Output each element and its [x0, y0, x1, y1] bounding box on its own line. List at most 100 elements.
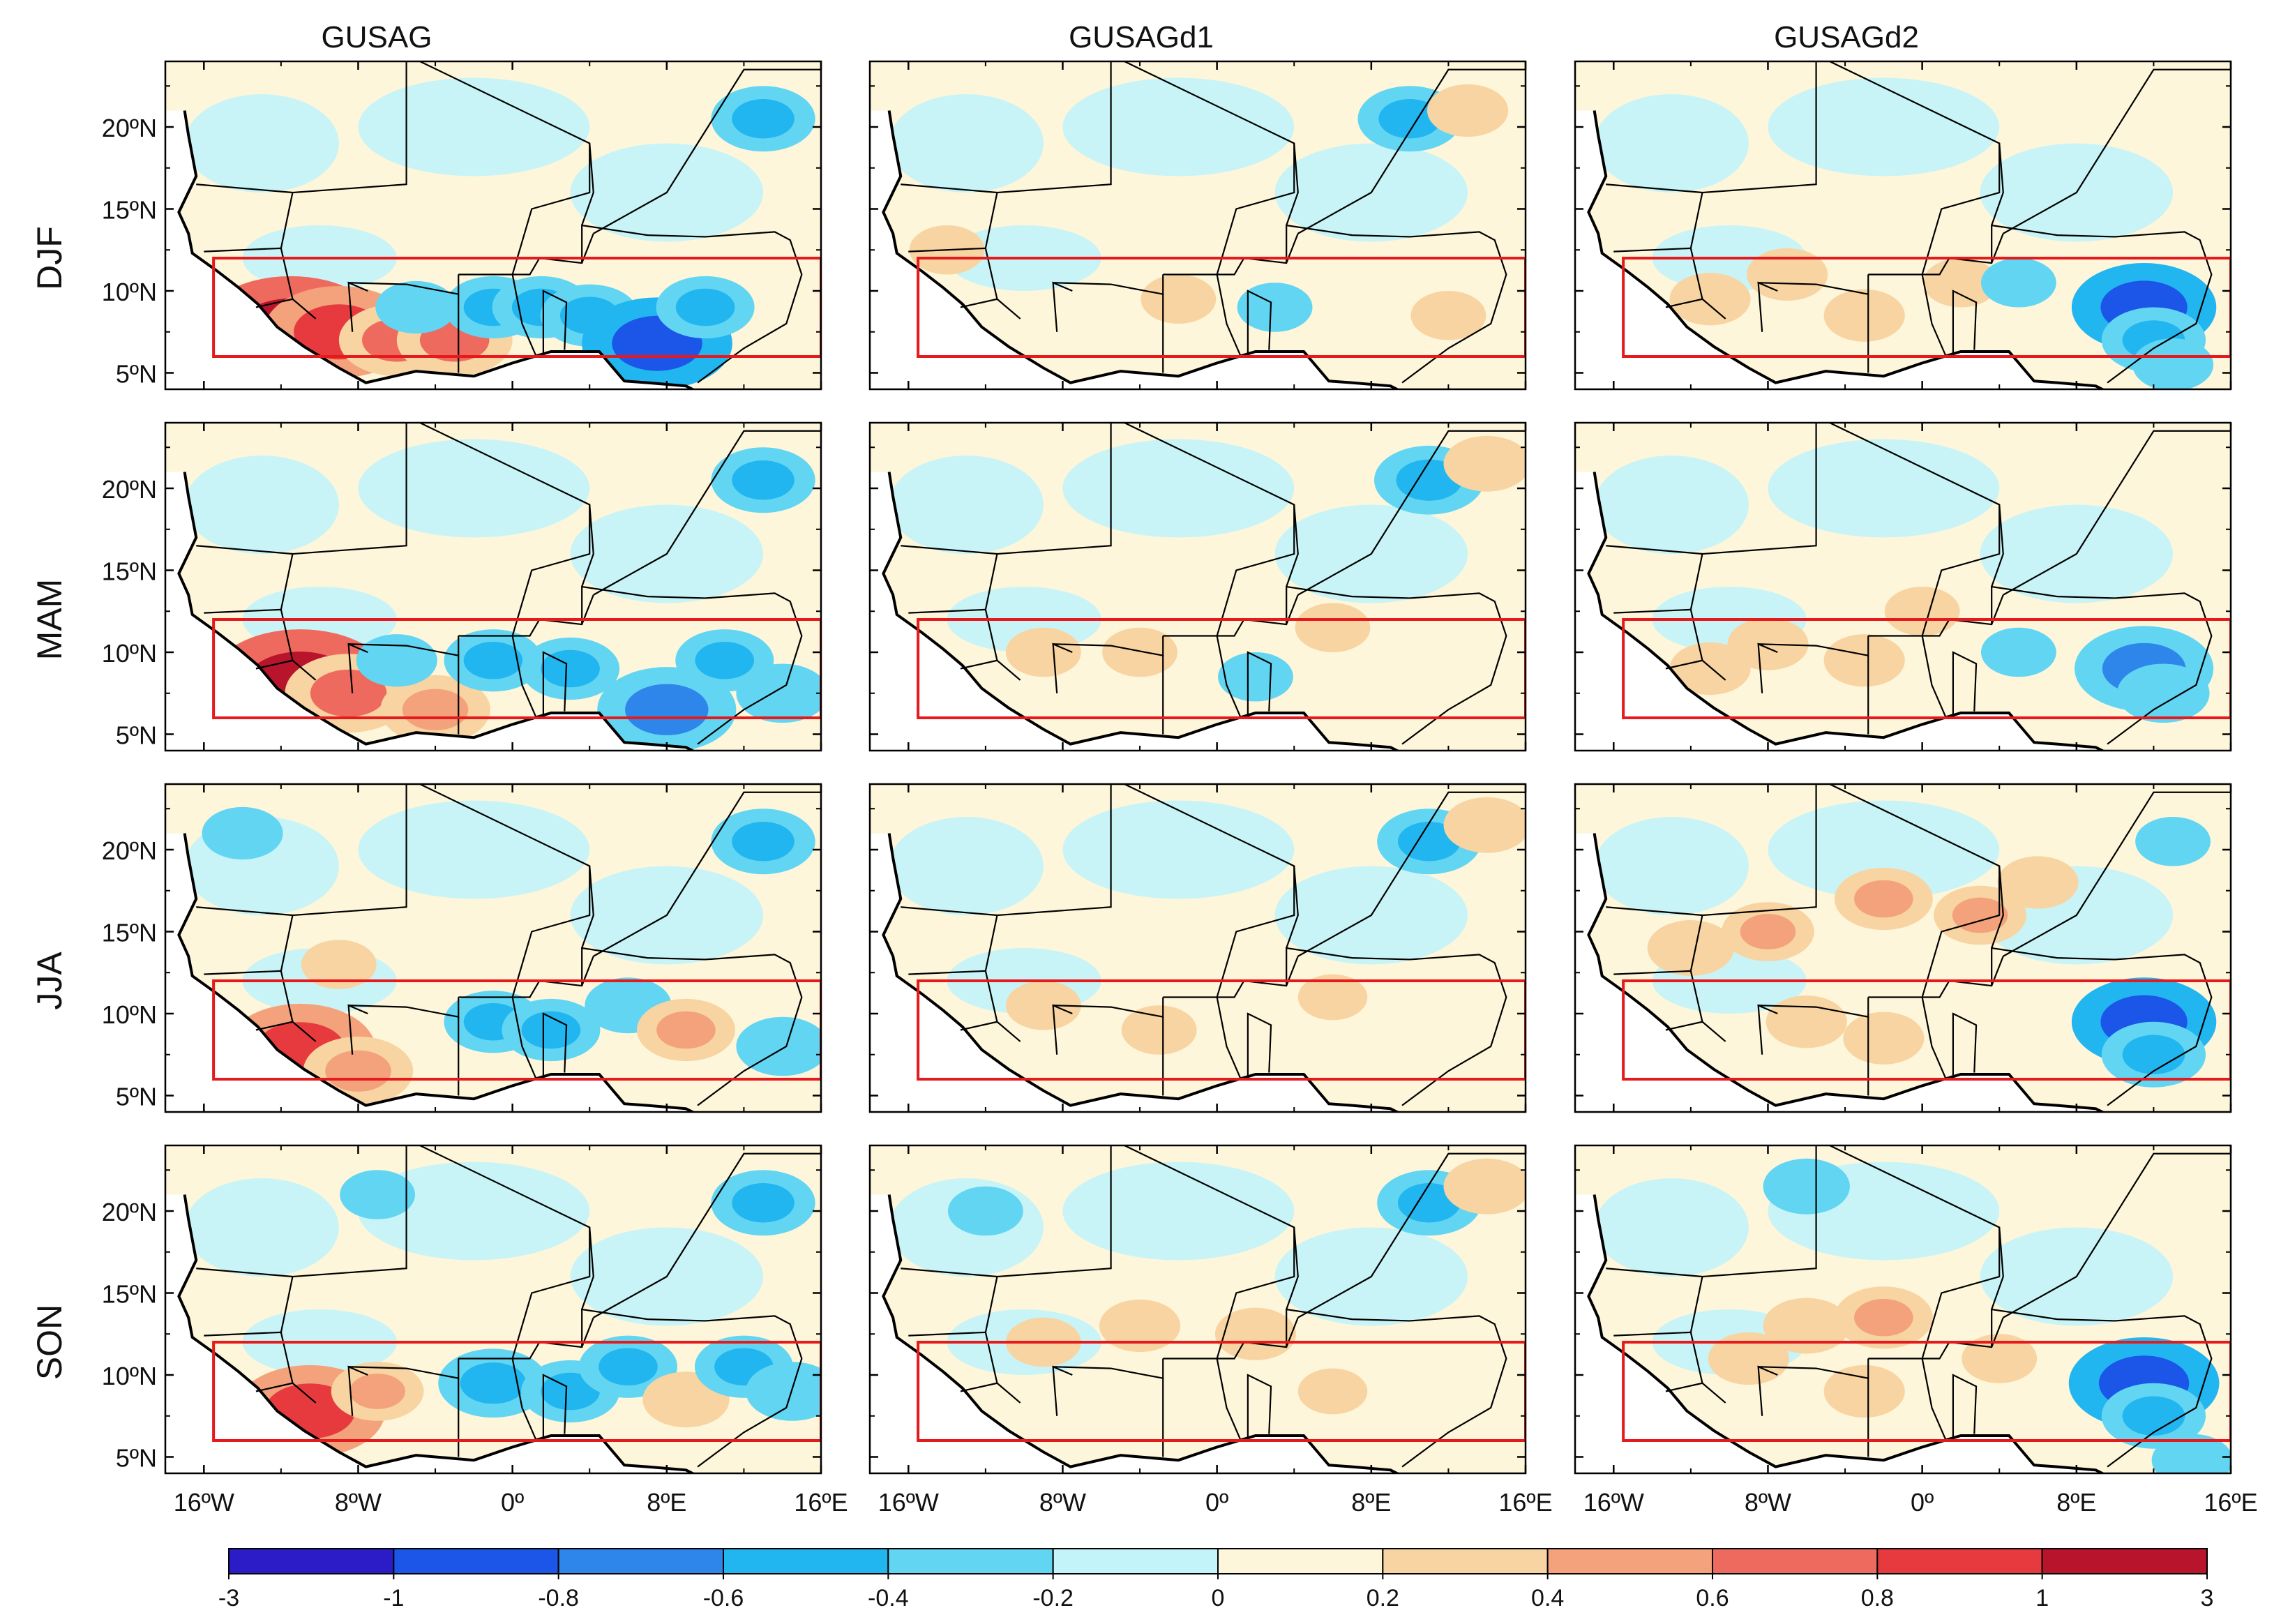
country-border-10: [204, 608, 281, 614]
country-border-1: [1829, 423, 2001, 636]
country-border-9: [1297, 430, 1526, 596]
country-border-6: [542, 290, 568, 354]
field-base-0: [889, 817, 1044, 915]
panel-content: [165, 61, 821, 389]
panel-son-gusagd2: [1574, 1144, 2232, 1475]
field-blob-3: [1740, 914, 1796, 949]
region-box: [1622, 1341, 2231, 1442]
colorbar-label-2: -0.8: [538, 1585, 579, 1611]
panel-frame: [164, 1144, 822, 1475]
field-blob-6: [1839, 1375, 1889, 1408]
country-border-8: [1991, 1227, 2004, 1310]
colorbar-label-8: 0.4: [1531, 1585, 1564, 1611]
lat-label-20: 20ºN: [102, 114, 157, 142]
country-border-8: [581, 1227, 594, 1310]
coastline: [1587, 110, 2106, 389]
field-blob-3: [1780, 1309, 1833, 1343]
lon-label--8: 8ºW: [335, 1488, 382, 1517]
country-border-9: [2003, 791, 2231, 957]
country-border-14: [347, 281, 368, 332]
colorbar-swatch-10: [1876, 1548, 2043, 1574]
country-border-6: [1247, 290, 1272, 354]
coastline: [882, 833, 1401, 1112]
field-blob-7: [732, 822, 795, 862]
coastline: [177, 1194, 696, 1473]
lat-label-10: 10ºN: [102, 1000, 157, 1029]
region-box: [917, 618, 1526, 719]
country-border-1: [419, 423, 591, 636]
country-border-14: [347, 642, 368, 693]
coastline: [177, 472, 696, 751]
field-blob-4: [1780, 1169, 1833, 1203]
colorbar-swatch-11: [2041, 1548, 2208, 1574]
panel-content: [870, 423, 1526, 751]
country-border-1: [1124, 1145, 1295, 1359]
country-border-11: [901, 545, 998, 555]
country-border-1: [1829, 61, 2001, 275]
lon-label--16: 16ºW: [878, 1488, 939, 1517]
field-base-0: [184, 1178, 339, 1277]
country-border-11: [196, 906, 293, 917]
lon-label--8: 8ºW: [1039, 1488, 1086, 1517]
country-border-11: [1606, 1268, 1703, 1278]
country-border-1: [1124, 784, 1295, 998]
country-border-9: [1297, 1152, 1526, 1318]
lat-label-10: 10ºN: [102, 639, 157, 668]
country-border-6: [542, 1012, 568, 1076]
panel-content: [1575, 784, 2231, 1112]
colorbar-label-5: -0.2: [1032, 1585, 1074, 1611]
country-border-5: [1216, 1358, 1241, 1440]
field-base-0: [889, 94, 1044, 193]
field-blob-3: [1839, 299, 1889, 331]
panel-content: [870, 61, 1526, 389]
field-base-1: [358, 439, 590, 538]
panel-djf-gusag: [164, 60, 822, 391]
field-blob-7: [1976, 1344, 2022, 1374]
country-border-5: [511, 636, 536, 717]
field-blob-1: [325, 1050, 391, 1092]
field-blob-4: [599, 1348, 658, 1386]
country-border-10: [204, 970, 281, 975]
field-blob-0: [1378, 99, 1441, 139]
country-border-0: [280, 1145, 407, 1383]
country-border-11: [1606, 545, 1703, 555]
country-border-13: [255, 1382, 317, 1404]
colorbar-swatch-6: [1217, 1548, 1384, 1574]
row-titles: DJF MAM JJA SON: [30, 226, 69, 1380]
field-blob-4: [541, 649, 600, 688]
country-border-5: [1921, 1358, 1946, 1440]
field-base-0: [1594, 456, 1749, 554]
colorbar-swatch-0: [228, 1548, 395, 1574]
country-border-13: [1665, 659, 1726, 681]
colorbar-label-1: -1: [383, 1585, 404, 1611]
coastline: [177, 833, 696, 1112]
field-blob-8: [2167, 1444, 2217, 1473]
panel-content: [1575, 61, 2231, 389]
panel-frame: [1574, 783, 2232, 1113]
country-border-2: [348, 997, 460, 1018]
country-border-0: [280, 61, 407, 299]
country-border-1: [1829, 784, 2001, 998]
panel-jja-gusag: [164, 783, 822, 1113]
lat-label-15: 15ºN: [102, 919, 157, 947]
field-base-1: [358, 1161, 590, 1261]
country-border-10: [908, 247, 986, 253]
field-blob-5: [1664, 931, 1717, 965]
region-box: [917, 1341, 1526, 1442]
colorbar: -3 -1 -0.8 -0.6 -0.4 -0.2 0 0.2 0.4 0.6 0.8 1 3: [218, 1548, 2213, 1611]
coastline: [1587, 1194, 2106, 1473]
coastline: [1587, 472, 2106, 751]
field-base-0: [889, 456, 1044, 554]
col-title-2: GUSAGd1: [1069, 20, 1214, 54]
country-border-7: [1286, 1308, 1507, 1468]
field-base-1: [1768, 77, 2000, 176]
country-border-8: [581, 866, 594, 949]
field-base-0: [184, 456, 339, 554]
field-blob-5: [660, 1383, 712, 1417]
lon-label-16: 16ºE: [1498, 1488, 1552, 1517]
lon-label-0: 0º: [1205, 1488, 1228, 1517]
colorbar-swatch-5: [1052, 1548, 1219, 1574]
region-box: [1622, 979, 2231, 1081]
country-border-13: [960, 298, 1021, 319]
